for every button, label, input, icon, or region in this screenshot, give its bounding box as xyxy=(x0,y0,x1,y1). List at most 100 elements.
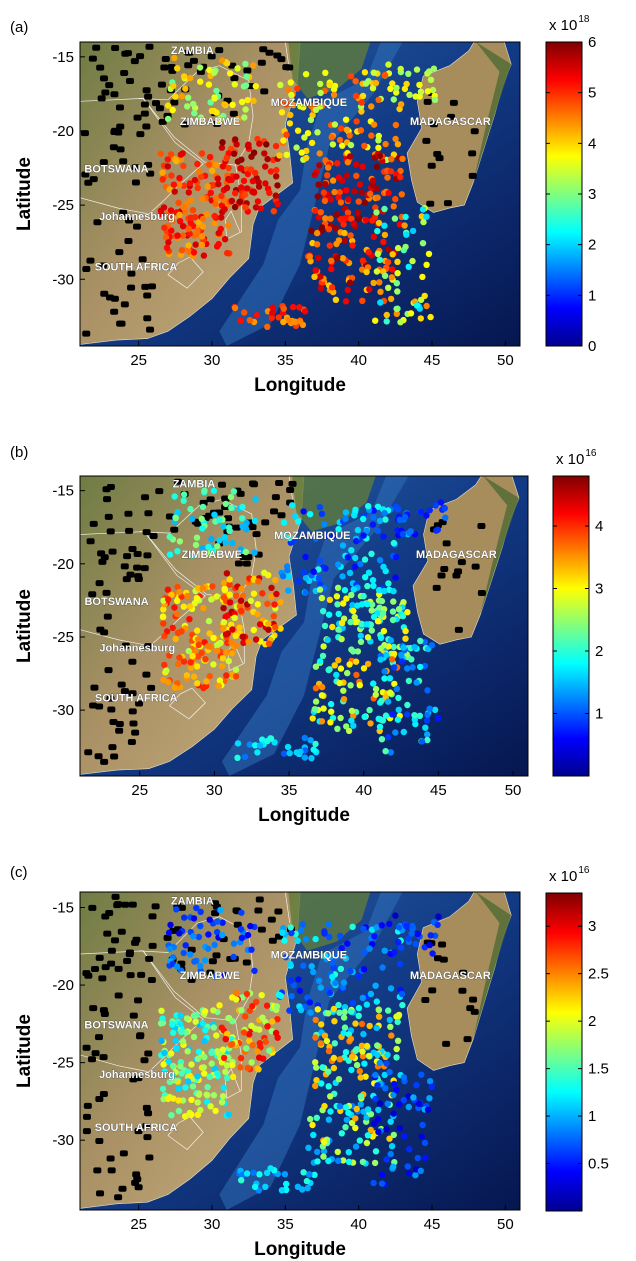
data-point xyxy=(173,1045,180,1052)
masked-point xyxy=(107,706,116,713)
data-point xyxy=(184,1048,191,1055)
data-point xyxy=(190,249,198,256)
data-point xyxy=(368,132,375,139)
data-point xyxy=(321,1102,328,1110)
data-point xyxy=(247,922,254,930)
data-point xyxy=(334,160,341,167)
x-tick-label: 45 xyxy=(424,352,441,369)
data-point xyxy=(264,155,271,163)
masked-points xyxy=(80,43,479,337)
masked-point xyxy=(146,170,155,177)
data-point xyxy=(170,82,177,90)
data-point xyxy=(224,249,231,257)
data-point xyxy=(384,698,392,705)
data-point xyxy=(185,242,192,249)
data-point xyxy=(319,1064,326,1071)
data-point xyxy=(306,1171,313,1178)
data-point xyxy=(163,667,170,674)
data-point xyxy=(418,1071,425,1078)
data-point xyxy=(227,493,235,501)
data-point xyxy=(344,554,351,561)
data-point xyxy=(226,70,234,77)
masked-point xyxy=(442,1040,451,1047)
masked-point xyxy=(142,123,151,130)
data-point xyxy=(220,523,227,530)
masked-point xyxy=(170,526,179,533)
colorbar-tick-label: 3 xyxy=(588,186,596,203)
data-point xyxy=(233,592,240,599)
data-point xyxy=(178,967,185,974)
data-point xyxy=(318,683,326,691)
data-point xyxy=(288,992,295,1000)
data-point xyxy=(188,1096,195,1104)
data-point xyxy=(221,533,228,541)
data-point xyxy=(252,204,260,211)
data-point xyxy=(203,1091,210,1098)
data-point xyxy=(427,76,435,84)
data-point xyxy=(405,70,412,78)
data-point xyxy=(158,1037,165,1045)
masked-point xyxy=(142,529,151,536)
data-point xyxy=(234,740,242,747)
data-point xyxy=(396,960,404,968)
data-point xyxy=(344,286,351,294)
data-point xyxy=(432,502,439,509)
data-point xyxy=(386,1135,393,1142)
data-point xyxy=(178,1028,185,1036)
masked-point xyxy=(228,62,237,69)
data-point xyxy=(225,164,232,172)
masked-point xyxy=(142,1104,151,1111)
masked-point xyxy=(106,695,115,702)
data-point xyxy=(371,1159,379,1167)
data-point xyxy=(348,215,355,222)
x-tick-label: 40 xyxy=(350,352,367,369)
masked-point xyxy=(140,101,149,108)
data-point xyxy=(363,268,370,276)
data-point xyxy=(172,514,179,522)
data-point xyxy=(198,233,206,240)
data-point xyxy=(272,1029,280,1037)
data-point xyxy=(187,219,194,226)
data-point xyxy=(376,152,384,160)
masked-point xyxy=(229,110,238,117)
masked-point xyxy=(134,575,143,582)
data-point xyxy=(174,597,181,604)
data-point xyxy=(262,1038,269,1046)
data-point xyxy=(285,587,292,594)
data-point xyxy=(367,1111,375,1118)
data-point xyxy=(210,487,218,495)
data-point xyxy=(390,1163,397,1171)
masked-point xyxy=(88,591,97,598)
place-label: MOZAMBIQUE xyxy=(271,97,347,109)
data-point xyxy=(385,189,392,197)
masked-point xyxy=(120,688,129,695)
data-point xyxy=(169,106,176,114)
data-point xyxy=(297,927,305,934)
masked-point xyxy=(136,53,145,60)
data-point xyxy=(342,1049,350,1056)
masked-point xyxy=(108,548,117,555)
data-point xyxy=(355,214,363,221)
masked-point xyxy=(255,896,264,903)
data-point xyxy=(392,574,399,581)
masked-point xyxy=(443,200,452,207)
data-point xyxy=(255,578,262,585)
data-point xyxy=(180,491,188,498)
data-point xyxy=(326,596,334,603)
masked-point xyxy=(113,902,122,909)
data-point xyxy=(303,1177,311,1185)
data-point xyxy=(390,1091,397,1099)
data-point xyxy=(168,1112,175,1119)
data-point xyxy=(220,624,227,632)
data-point xyxy=(373,998,380,1005)
data-point xyxy=(230,953,237,961)
data-point xyxy=(374,250,382,258)
data-point xyxy=(259,590,266,597)
masked-point xyxy=(114,129,123,136)
data-point xyxy=(244,96,251,104)
data-point xyxy=(192,241,199,248)
data-point xyxy=(201,1008,209,1015)
data-point xyxy=(215,181,222,188)
